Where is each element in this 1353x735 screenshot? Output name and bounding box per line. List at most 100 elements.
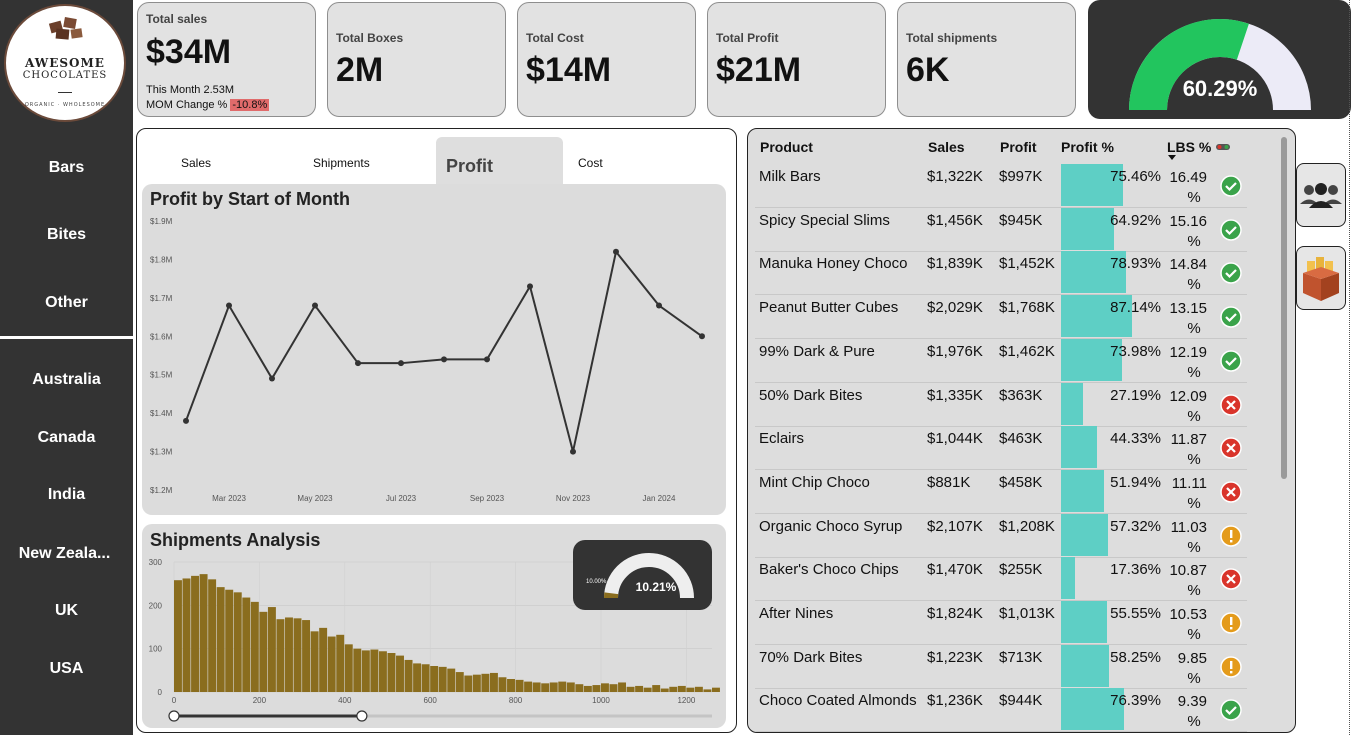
histogram-bar[interactable] [267,607,276,692]
histogram-bar[interactable] [489,672,498,692]
table-row[interactable]: Organic Choco Syrup $2,107K $1,208K 57.32% 1… [755,513,1247,558]
col-header-product[interactable]: Product [760,139,813,155]
histogram-bar[interactable] [600,683,609,692]
histogram-bar[interactable] [233,592,242,692]
data-point[interactable] [355,360,361,367]
data-point[interactable] [570,448,576,455]
histogram-bar[interactable] [430,666,439,692]
histogram-bar[interactable] [327,636,336,692]
histogram-bar[interactable] [319,627,328,692]
histogram-bar[interactable] [609,684,618,692]
table-scrollbar[interactable] [1281,137,1287,479]
histogram-bar[interactable] [225,589,234,692]
histogram-bar[interactable] [677,685,686,692]
histogram-bar[interactable] [302,620,311,692]
data-point[interactable] [656,302,662,309]
slicer-item-canada[interactable]: Canada [37,429,96,446]
data-point[interactable] [183,417,189,424]
histogram-bar[interactable] [669,686,678,692]
histogram-bar[interactable] [541,683,550,692]
table-row[interactable]: 70% Dark Bites $1,223K $713K 58.25% 9.85% [755,644,1247,689]
histogram-bar[interactable] [370,649,379,692]
slicer-item-india[interactable]: India [47,486,86,503]
table-row[interactable]: Milk Bars $1,322K $997K 75.46% 16.49% [755,164,1247,208]
histogram-bar[interactable] [250,601,259,692]
histogram-bar[interactable] [216,587,225,692]
products-button[interactable] [1296,246,1346,310]
tab-profit[interactable] [436,137,563,189]
histogram-bar[interactable] [532,682,541,692]
histogram-bar[interactable] [515,679,524,692]
col-header-profit-pct[interactable]: Profit % [1061,139,1114,155]
histogram-bar[interactable] [472,674,481,692]
slicer-item-other[interactable]: Other [45,294,88,311]
histogram-bar[interactable] [293,618,302,692]
histogram-bar[interactable] [643,687,652,692]
histogram-bar[interactable] [455,672,464,692]
histogram-bar[interactable] [413,663,422,692]
data-point[interactable] [613,248,619,255]
histogram-bar[interactable] [652,685,661,692]
histogram-bar[interactable] [276,619,285,692]
table-row[interactable]: Mint Chip Choco $881K $458K 51.94% 11.11% [755,469,1247,514]
histogram-bar[interactable] [336,634,345,692]
table-row[interactable]: Manuka Honey Choco $1,839K $1,452K 78.93% 14… [755,251,1247,296]
customers-button[interactable] [1296,163,1346,227]
slicer-item-australia[interactable]: Australia [32,371,101,388]
data-point[interactable] [312,302,318,309]
histogram-bar[interactable] [242,597,251,692]
tab-sales[interactable]: Sales [181,156,212,170]
histogram-bar[interactable] [344,644,353,692]
histogram-bar[interactable] [626,686,635,692]
histogram-bar[interactable] [592,685,601,692]
sort-desc-icon[interactable] [1167,154,1177,161]
histogram-bar[interactable] [310,631,319,692]
histogram-bar[interactable] [421,664,430,692]
table-row[interactable]: Choco Coated Almonds $1,236K $944K 76.39% 9.… [755,688,1247,733]
histogram-bar[interactable] [635,685,644,692]
range-slider-max-handle[interactable] [356,710,368,722]
histogram-bar[interactable] [703,689,712,692]
data-point[interactable] [441,356,447,363]
histogram-bar[interactable] [558,681,567,692]
table-row[interactable]: 50% Dark Bites $1,335K $363K 27.19% 12.09% [755,382,1247,427]
histogram-bar[interactable] [618,682,627,692]
col-header-profit[interactable]: Profit [1000,139,1037,155]
histogram-bar[interactable] [361,650,370,692]
histogram-bar[interactable] [481,673,490,692]
data-point[interactable] [226,302,232,309]
histogram-bar[interactable] [566,682,575,692]
histogram-bar[interactable] [498,677,507,692]
histogram-bar[interactable] [686,687,695,692]
histogram-bar[interactable] [464,675,473,692]
data-point[interactable] [398,360,404,367]
slicer-item-bars[interactable]: Bars [48,159,85,176]
histogram-bar[interactable] [259,611,268,692]
col-header-lbs-pct[interactable]: LBS % [1167,139,1212,155]
col-header-sales[interactable]: Sales [928,139,965,155]
tab-cost[interactable]: Cost [578,156,603,170]
histogram-bar[interactable] [447,668,456,692]
slicer-item-bites[interactable]: Bites [46,226,87,243]
histogram-bar[interactable] [660,688,669,692]
histogram-bar[interactable] [199,574,208,692]
histogram-bar[interactable] [404,659,413,692]
data-point[interactable] [699,333,705,340]
histogram-bar[interactable] [438,666,447,692]
histogram-bar[interactable] [285,617,293,692]
histogram-bar[interactable] [174,580,182,692]
histogram-bar[interactable] [694,686,703,692]
slicer-item-usa[interactable]: USA [49,660,84,677]
tab-shipments[interactable]: Shipments [313,156,370,170]
slicer-item-uk[interactable]: UK [54,602,79,619]
table-row[interactable]: Peanut Butter Cubes $2,029K $1,768K 87.14% 1… [755,295,1247,340]
data-point[interactable] [527,283,533,290]
histogram-bar[interactable] [524,681,533,692]
data-point[interactable] [269,375,275,382]
table-row[interactable]: Baker's Choco Chips $1,470K $255K 17.36% 10.… [755,557,1247,602]
histogram-bar[interactable] [396,655,404,692]
slicer-item-new-zealand[interactable]: New Zeala... [18,545,111,562]
table-row[interactable]: Spicy Special Slims $1,456K $945K 64.92% 15.… [755,207,1247,252]
histogram-bar[interactable] [387,653,396,692]
histogram-bar[interactable] [507,679,515,692]
